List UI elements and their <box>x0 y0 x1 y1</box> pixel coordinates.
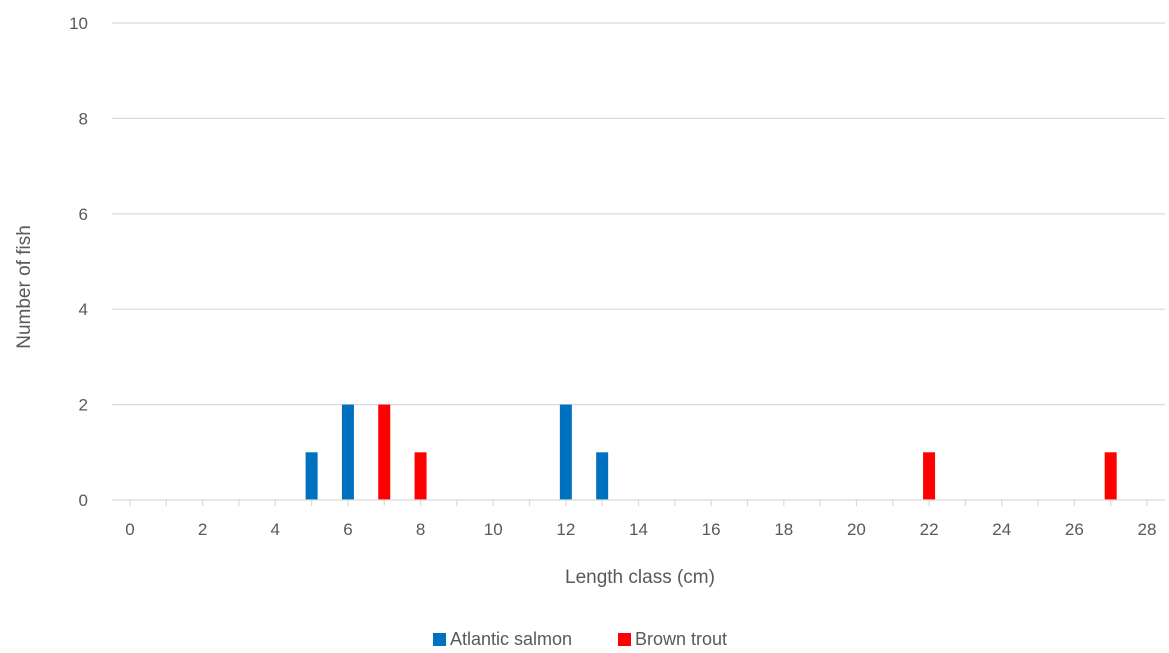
x-tick-label: 16 <box>702 520 721 539</box>
bar-atlantic-salmon-13 <box>596 452 609 500</box>
bar-atlantic-salmon-5 <box>305 452 318 500</box>
x-tick-label: 10 <box>484 520 503 539</box>
y-tick-labels: 0 2 4 6 8 10 <box>69 14 88 510</box>
y-axis-title: Number of fish <box>14 225 35 349</box>
y-tick-label: 10 <box>69 14 88 33</box>
x-tick-label: 18 <box>774 520 793 539</box>
y-tick-label: 0 <box>79 491 88 510</box>
x-tick-label: 4 <box>271 520 280 539</box>
x-axis-title: Length class (cm) <box>565 567 715 588</box>
legend-swatch-brown-trout <box>618 633 631 646</box>
y-tick-label: 4 <box>79 300 88 319</box>
x-tick-label: 14 <box>629 520 648 539</box>
bar-brown-trout-27 <box>1104 452 1117 500</box>
axes <box>112 499 1165 506</box>
x-tick-label: 24 <box>992 520 1011 539</box>
x-tick-label: 28 <box>1138 520 1157 539</box>
bars <box>305 404 1117 500</box>
legend-swatch-atlantic-salmon <box>433 633 446 646</box>
x-tick-label: 12 <box>556 520 575 539</box>
y-tick-label: 8 <box>79 109 88 128</box>
x-tick-label: 20 <box>847 520 866 539</box>
x-tick-label: 26 <box>1065 520 1084 539</box>
x-tick-label: 22 <box>920 520 939 539</box>
bar-brown-trout-7 <box>378 404 391 500</box>
x-tick-label: 2 <box>198 520 207 539</box>
x-tick-label: 6 <box>343 520 352 539</box>
bar-brown-trout-22 <box>923 452 936 500</box>
bar-atlantic-salmon-12 <box>559 404 572 500</box>
y-tick-label: 6 <box>79 205 88 224</box>
y-tick-label: 2 <box>79 396 88 415</box>
bar-atlantic-salmon-6 <box>341 404 354 500</box>
x-tick-label: 0 <box>125 520 134 539</box>
legend: Atlantic salmon Brown trout <box>433 629 727 649</box>
grid-lines <box>112 22 1165 406</box>
x-tick-labels: 0 2 4 6 8 10 12 14 16 18 20 22 24 26 28 <box>125 520 1156 539</box>
legend-label-atlantic-salmon: Atlantic salmon <box>450 629 572 649</box>
bar-brown-trout-8 <box>414 452 427 500</box>
x-tick-label: 8 <box>416 520 425 539</box>
legend-label-brown-trout: Brown trout <box>635 629 727 649</box>
